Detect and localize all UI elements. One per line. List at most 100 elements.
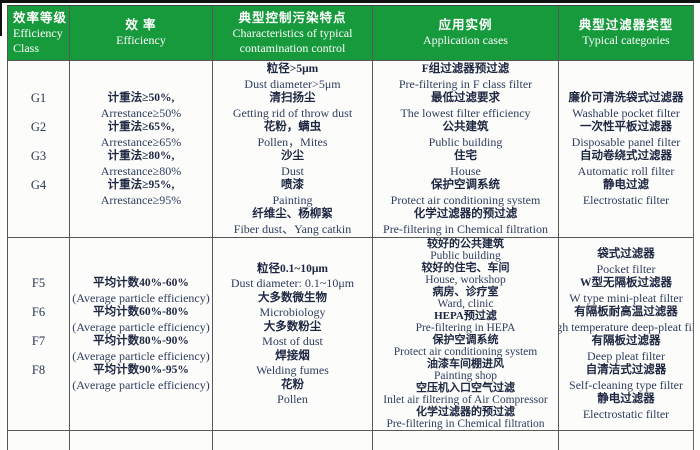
- applications-en: Pre-filtering in Chemical filtration: [386, 418, 545, 430]
- categories-zh: 有隔板过滤器: [591, 335, 661, 347]
- class-label: G3: [30, 149, 47, 163]
- efficiency-pair: 平均计数40%-60% (Average particle efficiency): [72, 276, 209, 305]
- tail-cell: [70, 431, 213, 450]
- efficiency-pair: 平均计数90%-95% (Average particle efficiency): [72, 363, 209, 392]
- header-characteristics-en2: contamination control: [239, 40, 346, 55]
- characteristics-en: Microbiology: [259, 305, 326, 319]
- efficiency-zh: 计重法≥65%,: [107, 121, 175, 133]
- efficiency-pair: 计重法≥50%, Arrestance≥50%: [101, 91, 182, 120]
- applications-en: Pre-filtering in Chemical filtration: [383, 221, 548, 236]
- characteristics-en: Pollen，Mites: [257, 134, 328, 149]
- class-label: G2: [30, 120, 47, 134]
- categories-zh: 有隔板耐高温过滤器: [574, 306, 678, 318]
- applications-en: House, workshop: [425, 274, 506, 286]
- characteristics-en: Painting: [272, 192, 313, 207]
- class-label: F5: [31, 276, 46, 290]
- applications-zh: 空压机入口空气过滤: [416, 382, 515, 394]
- characteristics-en: Pollen: [277, 392, 308, 406]
- efficiency-zh: 平均计数80%-90%: [93, 335, 189, 347]
- efficiency-en: (Average particle efficiency): [72, 290, 210, 305]
- scan-edge-left: [0, 0, 2, 36]
- header-applications: 应用实例 Application cases: [373, 6, 559, 61]
- header-applications-zh: 应用实例: [438, 18, 493, 32]
- characteristics-en: Most of dust: [262, 334, 323, 348]
- header-characteristics: 典型控制污染特点 Characteristics of typical cont…: [213, 6, 373, 61]
- applications-zh: 保护空调系统: [431, 179, 500, 191]
- efficiency-pair: 平均计数80%-90% (Average particle efficiency): [72, 334, 209, 363]
- header-efficiency: 效 率 Efficiency: [70, 6, 213, 61]
- efficiency-en: Arrestance≥50%: [100, 105, 182, 120]
- efficiency-en: Arrestance≥80%: [100, 163, 182, 178]
- characteristics-en: Welding fumes: [256, 363, 329, 377]
- applications-en: Public building: [430, 250, 501, 262]
- characteristics-zh: 粒径0.1~10μm: [257, 262, 328, 275]
- characteristics-en: Fiber dust、Yang catkin: [233, 221, 352, 236]
- applications-G-group: F组过滤器预过滤 Pre-filtering in F class filter 最…: [373, 61, 559, 238]
- header-categories: 典型过滤器类型 Typical categories: [559, 6, 693, 61]
- categories-en: High temperature deep-pleat filter: [559, 319, 693, 334]
- characteristics-zh: 大多数粉尘: [263, 320, 322, 333]
- header-categories-en: Typical categories: [582, 33, 670, 47]
- header-efficiency-zh: 效 率: [125, 18, 157, 32]
- tail-cell: [213, 431, 373, 450]
- efficiency-pair: 平均计数60%-80% (Average particle efficiency): [72, 305, 209, 334]
- efficiency-zh: 平均计数90%-95%: [93, 364, 189, 376]
- categories-zh: 自清洁式过滤器: [585, 364, 667, 376]
- applications-en: The lowest filter efficiency: [400, 105, 531, 120]
- applications-zh: 油漆车间棚进风: [427, 358, 504, 370]
- categories-en: Pocket filter: [596, 261, 656, 276]
- categories-G-group: 廉价可清洗袋式过滤器 Washable pocket filter 一次性平板过滤器…: [559, 61, 693, 238]
- categories-zh: W型无隔板过滤器: [580, 277, 672, 289]
- applications-zh: F组过滤器预过滤: [421, 63, 510, 75]
- applications-en: Ward, clinic: [437, 298, 494, 310]
- applications-en: Pre-filtering in HEPA: [415, 322, 516, 334]
- categories-en: Automatic roll filter: [577, 163, 675, 178]
- characteristics-en: Getting rid of throw dust: [232, 105, 353, 120]
- characteristics-zh: 花粉，螨虫: [263, 121, 322, 133]
- applications-zh: 化学过滤器的预过滤: [416, 406, 515, 418]
- applications-zh: 保护空调系统: [432, 334, 499, 346]
- characteristics-zh: 花粉: [281, 378, 304, 391]
- header-categories-zh: 典型过滤器类型: [578, 18, 674, 32]
- applications-en: Painting shop: [434, 370, 497, 382]
- efficiency-en: (Average particle efficiency): [72, 377, 210, 392]
- class-label: G1: [30, 91, 47, 105]
- categories-F-group: 袋式过滤器 Pocket filter W型无隔板过滤器 W type mini-pl…: [559, 238, 693, 431]
- header-efficiency-class-en2: Class: [13, 40, 40, 55]
- header-characteristics-en1: Characteristics of typical: [232, 25, 353, 40]
- characteristics-en: Dust: [281, 163, 304, 178]
- efficiency-en: Arrestance≥65%: [100, 134, 182, 149]
- efficiency-zh: 计重法≥95%,: [107, 179, 175, 191]
- efficiency-en: (Average particle efficiency): [72, 319, 210, 334]
- characteristics-zh: 清扫扬尘: [269, 92, 316, 104]
- efficiency-zh: 计重法≥50%,: [107, 92, 175, 104]
- applications-en: Pre-filtering in F class filter: [398, 76, 533, 91]
- efficiency-values-F-group: 平均计数40%-60% (Average particle efficiency)…: [70, 238, 213, 431]
- applications-zh: 住宅: [454, 150, 477, 162]
- categories-en: W type mini-pleat filter: [569, 290, 683, 305]
- categories-zh: 一次性平板过滤器: [580, 121, 672, 133]
- class-labels-F-group: F5 F6 F7 F8: [8, 238, 70, 431]
- efficiency-pair: 计重法≥95%, Arrestance≥95%: [101, 178, 182, 207]
- applications-en: House: [450, 163, 481, 178]
- applications-zh: 化学过滤器的预过滤: [413, 208, 518, 220]
- efficiency-zh: 计重法≥80%,: [107, 150, 175, 162]
- class-labels-G-group: G1 G2 G3 G4: [8, 61, 70, 238]
- characteristics-zh: 纤维尘、杨柳絮: [252, 208, 333, 220]
- efficiency-en: Arrestance≥95%: [100, 192, 182, 207]
- header-efficiency-class-en1: Efficiency: [13, 25, 63, 40]
- categories-en: Self-cleaning type filter: [569, 377, 683, 392]
- applications-en: Protect air conditioning system: [390, 192, 541, 207]
- efficiency-pair: 计重法≥80%, Arrestance≥80%: [101, 149, 182, 178]
- applications-zh: 较好的公共建筑: [427, 238, 504, 250]
- categories-zh: 静电过滤器: [597, 393, 655, 405]
- characteristics-en: Dust diameter: 0.1~10μm: [230, 276, 355, 290]
- efficiency-zh: 平均计数40%-60%: [93, 277, 189, 289]
- categories-en: Electrostatic filter: [582, 406, 670, 421]
- tail-cell: [8, 431, 70, 450]
- applications-zh: 病房、诊疗室: [432, 286, 499, 298]
- characteristics-zh: 粒径>5μm: [266, 63, 319, 75]
- efficiency-en: (Average particle efficiency): [72, 348, 210, 363]
- class-label: F6: [31, 305, 46, 319]
